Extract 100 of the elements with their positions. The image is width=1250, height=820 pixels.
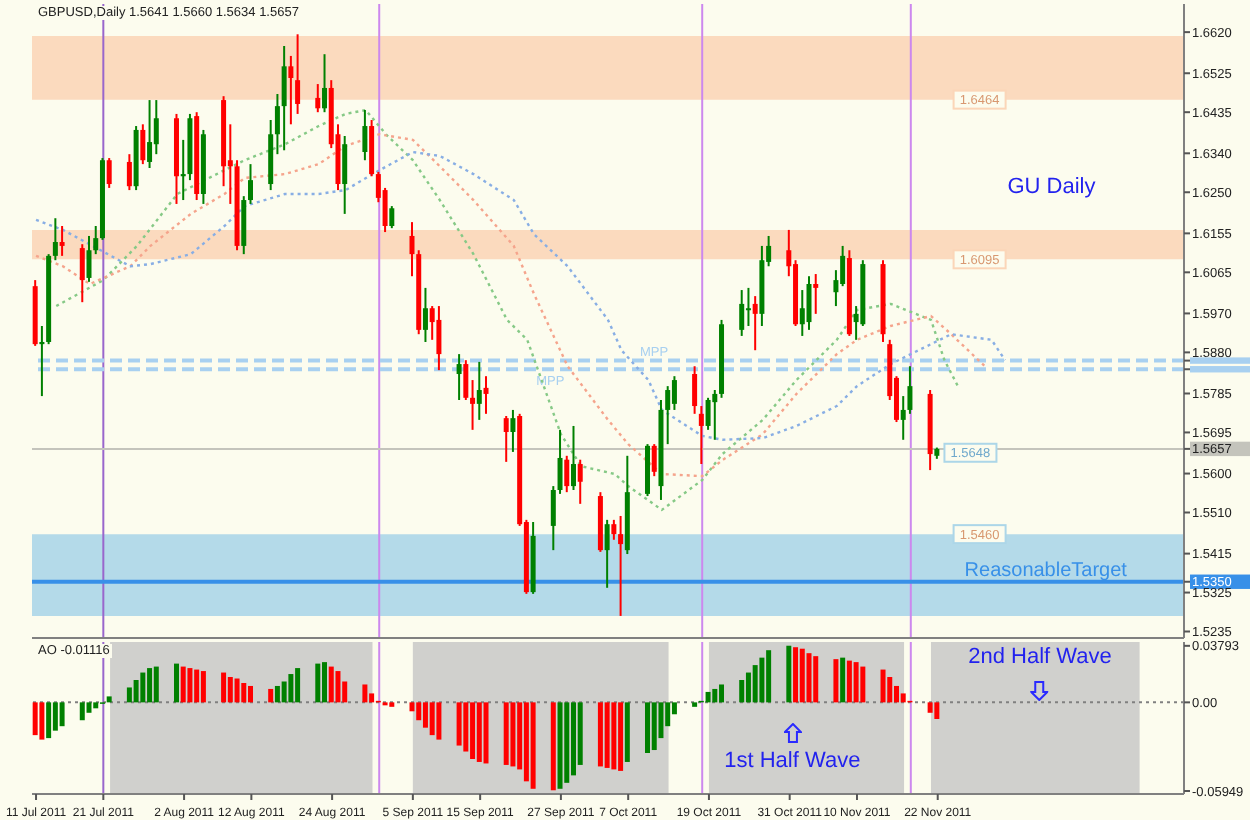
bar [786,645,792,703]
bar [416,702,422,721]
bar [523,702,529,782]
bar [221,672,227,703]
candlestick [564,454,570,494]
bar [133,680,139,703]
bar [840,657,846,703]
bar [893,685,899,703]
bar [624,702,630,762]
candlestick [281,44,287,152]
bar [645,702,651,754]
bar [570,702,576,776]
bar [705,691,711,703]
candlestick [106,157,112,189]
bar [806,653,812,703]
bar [887,677,893,703]
bar [900,693,906,703]
bar [719,684,725,703]
bar [799,648,805,703]
candlestick [604,518,610,589]
bar [456,702,462,746]
bar [32,702,38,736]
bar [604,702,610,768]
annotation: 1st Half Wave [724,749,861,774]
candlestick [422,286,428,343]
bar [79,702,85,721]
bar [793,647,799,703]
bar [550,702,556,791]
bar [93,702,99,709]
bar [429,702,435,736]
candlestick [59,225,65,257]
bar [106,696,112,703]
bar [611,702,617,770]
bar [147,668,153,703]
candlestick [140,123,146,166]
bar [880,669,886,703]
bar [618,702,624,771]
bar [766,650,772,703]
candlestick [476,360,482,421]
bar [248,685,253,703]
bar [510,702,516,767]
bar [752,665,758,703]
bar [557,702,563,789]
candlestick [739,289,745,337]
bar [833,659,839,703]
bar [422,702,428,728]
bar [409,702,415,712]
candlestick [322,53,328,114]
bar [712,688,718,703]
candlestick [570,424,576,491]
candlestick [389,205,395,230]
bar [503,702,509,765]
bar [315,663,321,703]
bar [59,702,65,727]
candlestick [147,99,153,170]
bar [126,687,132,703]
bar [745,672,751,703]
bar [853,662,859,703]
bar [739,680,745,703]
candlestick [483,375,489,415]
bar [846,660,852,703]
bar [934,702,940,719]
annotation: GU Daily [1007,174,1096,199]
bar [483,702,489,764]
bar [39,702,45,740]
bar [227,677,233,703]
annotation: 2nd Half Wave [968,644,1112,669]
bar [268,688,274,703]
bar [322,662,328,703]
bar [194,669,200,703]
bar [288,674,294,703]
bar [187,668,193,703]
candlestick [618,514,624,617]
bar [46,702,52,739]
candlestick [813,273,819,315]
bar [927,702,933,713]
bar [153,666,159,703]
candlestick [436,305,442,372]
bar [200,671,206,703]
bar [140,672,146,703]
bar [52,702,58,731]
bar [436,702,442,740]
bar [476,702,482,762]
line-series [34,150,1007,441]
bar [86,702,92,713]
candlestick [651,443,657,478]
bar [295,668,301,703]
bar [241,682,247,703]
candlestick [315,83,321,114]
bar [180,666,186,703]
bar [335,671,341,703]
bar [362,684,368,703]
bar [173,663,179,703]
candlestick [692,365,698,415]
bar [234,678,240,703]
candlestick [806,275,812,331]
candlestick [745,286,751,327]
candlestick [362,109,368,162]
candlestick [126,153,132,192]
bar [530,702,536,789]
